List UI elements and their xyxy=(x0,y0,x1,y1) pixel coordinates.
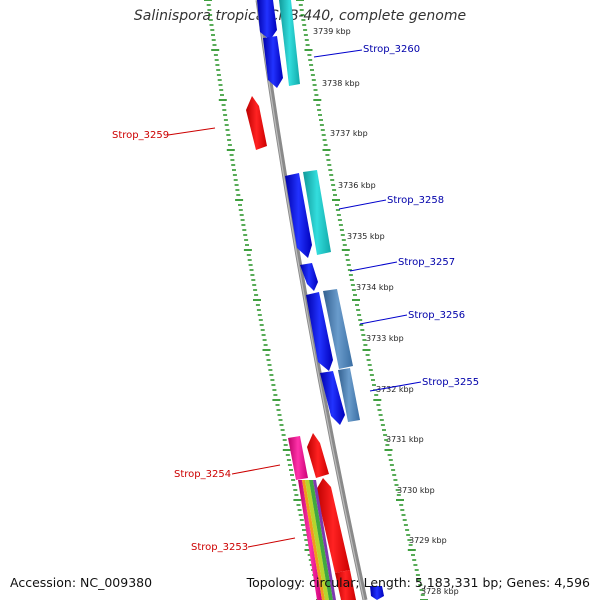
gene-label-strop-3256[interactable]: Strop_3256 xyxy=(408,310,465,321)
kbp-label: 3733 kbp xyxy=(366,334,404,343)
cds-reverse-3254[interactable] xyxy=(307,433,329,478)
leader-line-3254 xyxy=(231,464,281,475)
cds-forward-3256[interactable] xyxy=(306,292,333,371)
cog-bar-3256 xyxy=(323,289,353,369)
kbp-label: 3729 kbp xyxy=(409,536,447,545)
kbp-label: 3738 kbp xyxy=(322,79,360,88)
cds-reverse-3259[interactable] xyxy=(246,96,267,150)
leader-line-3260 xyxy=(313,49,363,58)
cog-bar-3253-yellowgreen xyxy=(305,480,329,600)
map-title: Salinispora tropica CNB-440, complete ge… xyxy=(133,8,467,24)
cds-forward-3258[interactable] xyxy=(285,173,312,258)
cds-reverse-3253b[interactable] xyxy=(335,570,356,600)
cds-reverse-3253[interactable] xyxy=(316,478,350,573)
kbp-label: 3730 kbp xyxy=(397,486,435,495)
kbp-label: 3731 kbp xyxy=(386,435,424,444)
leader-line-3255 xyxy=(369,381,422,392)
cog-bar-3260 xyxy=(279,0,300,86)
kbp-label: 3736 kbp xyxy=(338,181,376,190)
inner-tick-ring xyxy=(204,0,324,600)
cog-bar-3258 xyxy=(303,170,331,255)
kbp-label: 3739 kbp xyxy=(313,27,351,36)
accession-label: Accession: NC_009380 xyxy=(10,575,153,590)
genome-backbone-highlight xyxy=(256,0,365,600)
cds-forward-3255[interactable] xyxy=(320,371,345,425)
cog-bar-3254 xyxy=(288,436,308,480)
leader-line-3253 xyxy=(247,537,296,548)
leader-line-3257 xyxy=(349,261,398,272)
cds-forward-3260b[interactable] xyxy=(263,36,283,88)
kbp-label: 3732 kbp xyxy=(376,385,414,394)
leader-line-3259 xyxy=(167,127,216,136)
gene-label-strop-3260[interactable]: Strop_3260 xyxy=(363,44,420,55)
kbp-label: 3735 kbp xyxy=(347,232,385,241)
leader-line-3258 xyxy=(338,199,387,210)
genome-summary: Topology: circular; Length: 5,183,331 bp… xyxy=(246,575,590,590)
leader-line-3256 xyxy=(359,314,408,325)
cog-bar-3253-violet xyxy=(313,480,336,600)
gene-label-strop-3259[interactable]: Strop_3259 xyxy=(112,130,169,141)
cog-bar-3253 xyxy=(298,480,322,600)
kbp-label: 3734 kbp xyxy=(356,283,394,292)
gene-label-strop-3257[interactable]: Strop_3257 xyxy=(398,257,455,268)
cog-bar-3253-orange xyxy=(302,480,325,600)
genome-backbone xyxy=(255,0,368,600)
gene-label-strop-3253[interactable]: Strop_3253 xyxy=(191,542,248,553)
cog-bar-3253-green xyxy=(309,480,333,600)
cog-bar-3255 xyxy=(338,368,360,422)
cds-forward-bottom[interactable] xyxy=(370,586,384,600)
gene-label-strop-3258[interactable]: Strop_3258 xyxy=(387,195,444,206)
outer-tick-ring xyxy=(296,0,428,600)
cds-forward-3257[interactable] xyxy=(300,263,318,291)
kbp-label: 3737 kbp xyxy=(330,129,368,138)
cds-forward-3260[interactable] xyxy=(257,0,277,40)
gene-label-strop-3254[interactable]: Strop_3254 xyxy=(174,469,231,480)
gene-label-strop-3255[interactable]: Strop_3255 xyxy=(422,377,479,388)
kbp-label: 3728 kbp xyxy=(421,587,459,596)
kbp-label-group: 3739 kbp 3738 kbp 3737 kbp 3736 kbp 3735… xyxy=(313,27,459,596)
